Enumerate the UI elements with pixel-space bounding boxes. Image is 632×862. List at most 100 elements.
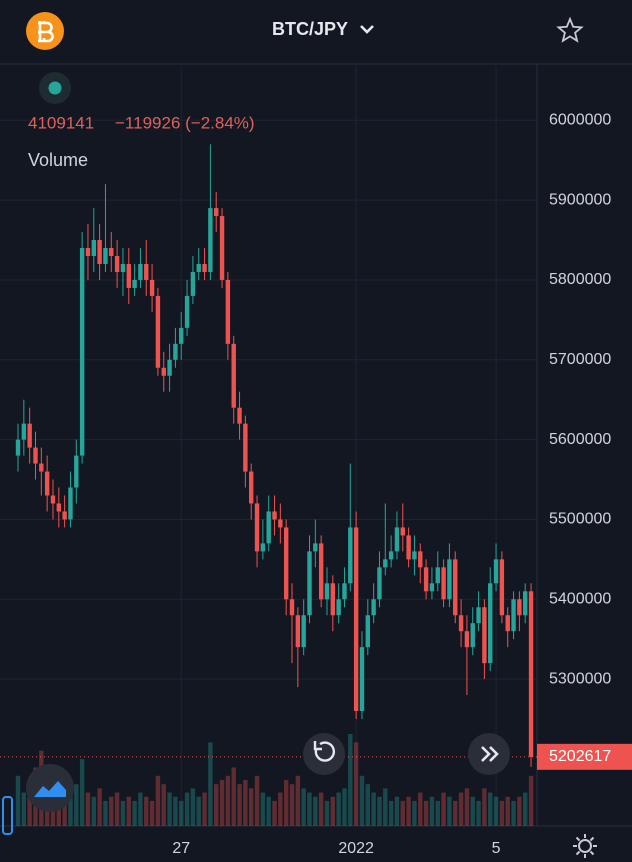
candle-body	[97, 240, 102, 264]
candle-body	[441, 567, 446, 600]
scroll-to-latest-button[interactable]	[468, 733, 510, 775]
volume-bar	[482, 788, 487, 826]
volume-bar	[79, 759, 85, 826]
volume-bar	[62, 796, 67, 826]
candle-body	[493, 559, 499, 584]
candle-body	[371, 599, 376, 616]
candle-body	[132, 279, 137, 288]
volume-bar	[295, 775, 301, 826]
volume-bar	[272, 800, 277, 826]
volume-bar	[359, 775, 365, 826]
y-tick-label: 5400000	[549, 590, 611, 607]
candle-body	[505, 615, 510, 632]
volume-bar	[371, 792, 376, 826]
favorite-star[interactable]	[556, 16, 584, 43]
candle-body	[15, 439, 21, 456]
y-tick-label: 5600000	[549, 431, 611, 448]
status-dot	[48, 81, 62, 95]
candle-body	[313, 543, 318, 552]
candle-body	[353, 527, 359, 712]
volume-bar	[202, 792, 207, 826]
candle-body	[56, 503, 62, 512]
candle-body	[423, 567, 429, 592]
volume-bar	[505, 796, 510, 826]
candle-body	[114, 256, 120, 272]
volume-bar	[342, 788, 347, 826]
volume-bar	[324, 800, 330, 826]
candle-body	[412, 551, 417, 560]
chart-type-button[interactable]	[26, 764, 74, 812]
volume-bar	[278, 792, 283, 826]
volume-bar	[179, 800, 184, 826]
candle-body	[476, 607, 481, 624]
x-tick-label: 27	[172, 840, 190, 857]
volume-bar	[283, 780, 289, 826]
volume-bar	[149, 800, 155, 826]
candle-body	[377, 567, 382, 600]
candle-body	[383, 559, 388, 568]
candle-body	[482, 607, 487, 664]
volume-bar	[120, 800, 126, 826]
volume-bar	[27, 780, 32, 826]
volume-bar	[109, 796, 114, 826]
candle-body	[499, 559, 505, 616]
candle-body	[365, 615, 370, 648]
volume-bar	[161, 784, 166, 826]
y-tick-label: 5300000	[549, 670, 611, 687]
volume-bar	[289, 784, 295, 826]
volume-bar	[336, 792, 341, 826]
candle-body	[33, 447, 38, 464]
candle-body	[79, 248, 85, 456]
volume-bar	[412, 800, 417, 826]
last-price-info: 4109141	[28, 113, 94, 132]
candle-body	[283, 527, 289, 600]
volume-bar	[126, 796, 131, 826]
volume-bar	[132, 800, 137, 826]
candle-body	[429, 583, 435, 592]
last-price-label: 5202617	[549, 748, 611, 765]
volume-bar	[144, 796, 149, 826]
candle-body	[301, 615, 306, 648]
candle-body	[219, 216, 225, 280]
volume-bar	[388, 800, 394, 826]
candle-body	[138, 263, 143, 280]
volume-bar	[447, 796, 452, 826]
volume-bar	[237, 784, 242, 826]
volume-bar	[394, 796, 400, 826]
candle-body	[260, 543, 266, 552]
volume-bar	[167, 792, 172, 826]
candle-body	[511, 599, 516, 632]
candle-body	[249, 471, 254, 504]
volume-bar	[85, 792, 91, 826]
dropdown-chevron[interactable]	[360, 25, 374, 34]
candle-body	[318, 543, 324, 600]
volume-bar	[511, 800, 516, 826]
volume-bar	[266, 796, 271, 826]
candle-body	[149, 279, 155, 296]
y-tick-label: 6000000	[549, 112, 611, 129]
scroll-handle[interactable]	[2, 796, 13, 835]
candle-body	[488, 583, 493, 664]
volume-bar	[249, 788, 254, 826]
candle-body	[27, 423, 32, 448]
x-tick-label: 2022	[338, 840, 374, 857]
volume-bar	[464, 788, 470, 826]
candle-body	[289, 599, 295, 616]
volume-bar	[254, 775, 260, 826]
volume-bar	[214, 784, 219, 826]
settings-gear[interactable]	[573, 834, 597, 858]
bitcoin-icon[interactable]	[26, 12, 64, 50]
volume-bar	[528, 775, 534, 826]
candle-body	[418, 551, 423, 568]
candle-body	[336, 599, 341, 616]
reset-button[interactable]	[303, 733, 345, 775]
symbol[interactable]: BTC/JPY	[272, 19, 348, 39]
candle-body	[39, 463, 44, 472]
candle-body	[50, 495, 56, 504]
volume-bar	[225, 775, 231, 826]
volume-bar	[219, 780, 225, 826]
volume-bar	[365, 784, 370, 826]
